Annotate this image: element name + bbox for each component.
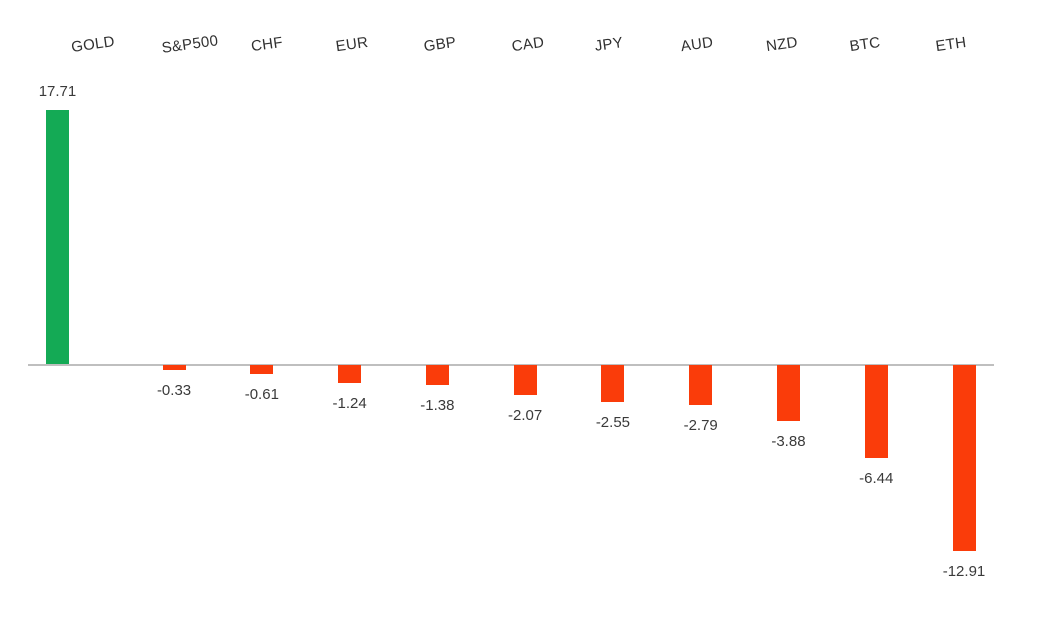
bar-cad	[513, 365, 537, 395]
category-label-eur: EUR	[334, 33, 370, 56]
category-label-gbp: GBP	[422, 33, 458, 56]
bar-chf	[250, 365, 274, 375]
value-label-gold: 17.71	[38, 82, 77, 100]
category-label-aud: AUD	[679, 33, 715, 56]
bar-gold	[45, 109, 69, 364]
bar-gbp	[425, 365, 449, 386]
category-label-gold: GOLD	[70, 33, 116, 56]
value-label-btc: -6.44	[859, 469, 894, 487]
value-label-jpy: -2.55	[595, 413, 631, 431]
bar-nzd	[776, 365, 800, 421]
x-axis-zero-line	[28, 363, 994, 366]
bar-eur	[338, 365, 362, 384]
value-label-cad: -2.07	[508, 407, 543, 424]
value-label-nzd: -3.88	[771, 432, 806, 450]
value-label-sp500: -0.33	[156, 382, 192, 400]
bar-jpy	[601, 365, 625, 402]
bar-btc	[864, 365, 888, 458]
value-label-aud: -2.79	[683, 417, 718, 435]
value-label-gbp: -1.38	[420, 397, 455, 415]
category-label-eth: ETH	[934, 33, 968, 56]
value-label-chf: -0.61	[244, 386, 279, 404]
value-label-eur: -1.24	[332, 395, 367, 413]
bar-sp500	[162, 365, 186, 371]
bar-eth	[952, 365, 976, 551]
value-label-eth: -12.91	[942, 562, 986, 580]
category-label-btc: BTC	[848, 33, 882, 56]
bar-aud	[689, 365, 713, 406]
